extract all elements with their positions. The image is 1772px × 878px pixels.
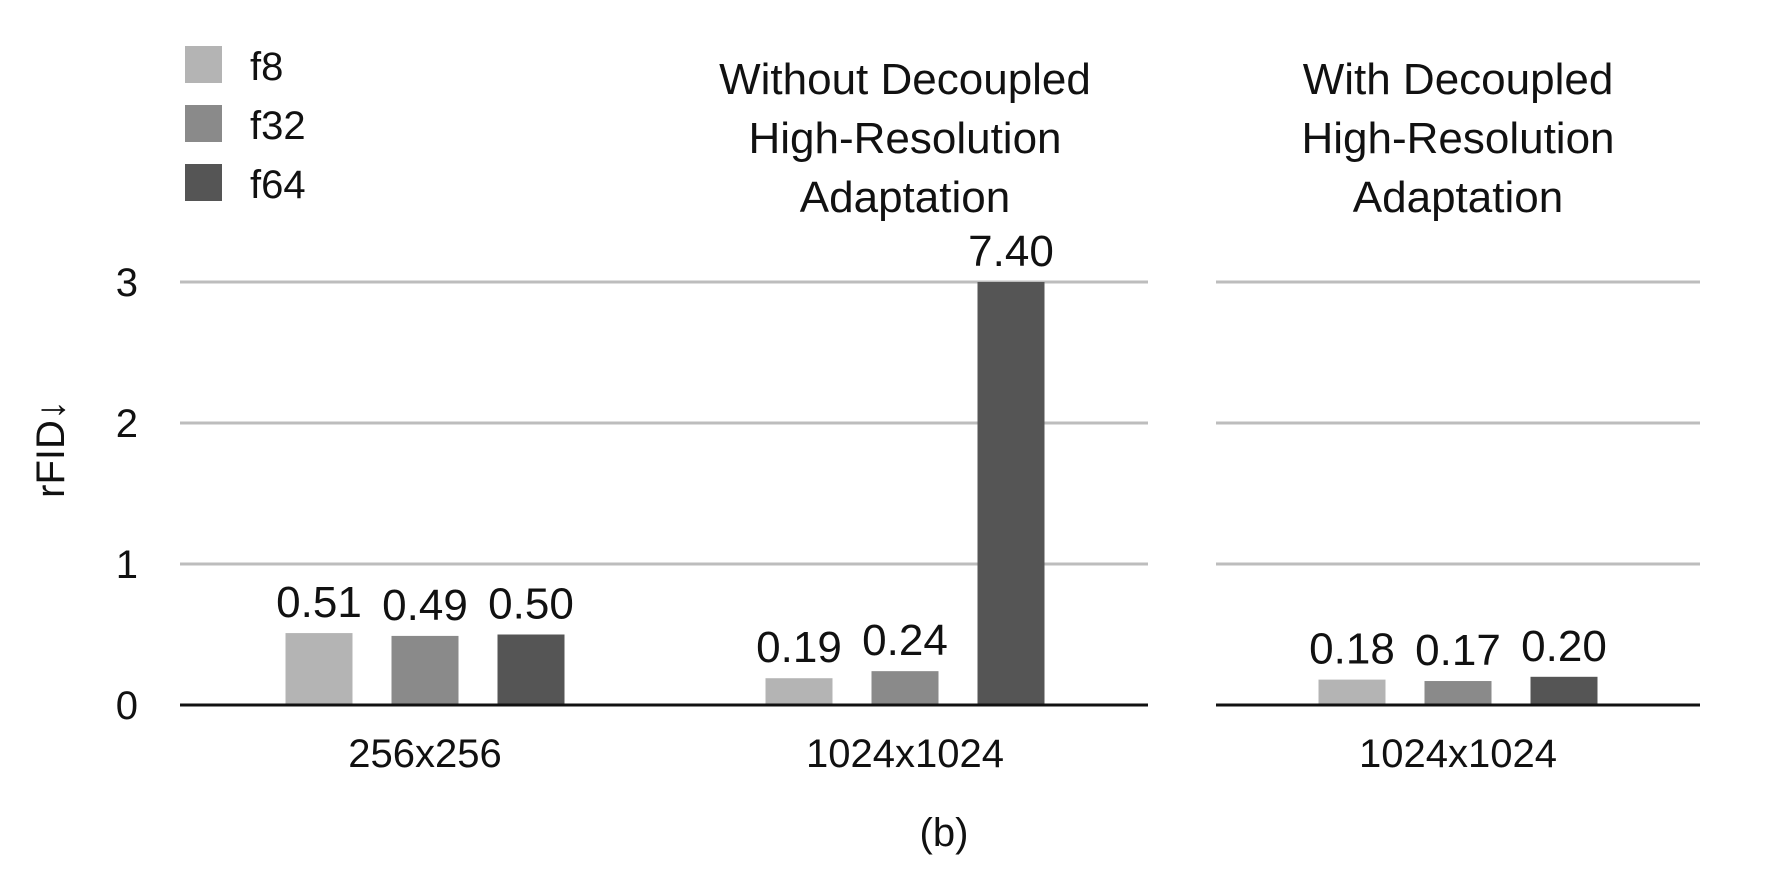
bar-f8: [765, 678, 833, 705]
figure-caption: (b): [920, 811, 969, 855]
x-category-label: 1024x1024: [806, 732, 1004, 776]
bar-f32: [871, 671, 939, 705]
data-label: 0.49: [382, 581, 468, 630]
panel-title: High-Resolution: [748, 114, 1061, 163]
bar-f32: [1424, 681, 1492, 705]
data-label: 0.51: [276, 578, 362, 627]
bar-f64: [977, 282, 1045, 705]
data-label: 0.18: [1309, 625, 1395, 674]
y-tick-label: 2: [116, 402, 138, 446]
data-label: 0.50: [488, 580, 574, 629]
y-tick-label: 0: [116, 684, 138, 728]
data-label: 0.19: [756, 623, 842, 672]
bars: [285, 282, 1598, 705]
panel-title: Adaptation: [800, 173, 1010, 222]
bar-f64: [1530, 676, 1598, 705]
panel-title: With Decoupled: [1303, 55, 1614, 104]
y-tick-label: 1: [116, 543, 138, 587]
data-label: 0.17: [1415, 626, 1501, 675]
bar-f8: [285, 633, 353, 705]
labels: 0 1 2 3 0.51 0.49 0.50 256x256 0.19 0.24 7.40 1024x…: [116, 55, 1615, 776]
x-category-label: 256x256: [348, 732, 501, 776]
y-tick-label: 3: [116, 261, 138, 305]
grid-lines: [180, 280, 1700, 566]
legend-label: f32: [250, 104, 306, 148]
data-label: 0.24: [862, 616, 948, 665]
legend-swatch-f64: [185, 164, 222, 201]
legend-label: f64: [250, 163, 306, 207]
bar-f8: [1318, 679, 1386, 705]
y-axis-label: rFID↓: [29, 400, 73, 498]
data-label: 7.40: [968, 227, 1054, 276]
bar-f32: [391, 635, 459, 705]
legend-swatch-f8: [185, 46, 222, 83]
panel-title: High-Resolution: [1301, 114, 1614, 163]
legend-swatch-f32: [185, 105, 222, 142]
legend-label: f8: [250, 45, 283, 89]
data-label: 0.20: [1521, 622, 1607, 671]
legend: f8 f32 f64: [185, 45, 306, 207]
panel-title: Adaptation: [1353, 173, 1563, 222]
x-category-label: 1024x1024: [1359, 732, 1557, 776]
bar-f64: [497, 634, 565, 705]
panel-title: Without Decoupled: [719, 55, 1091, 104]
